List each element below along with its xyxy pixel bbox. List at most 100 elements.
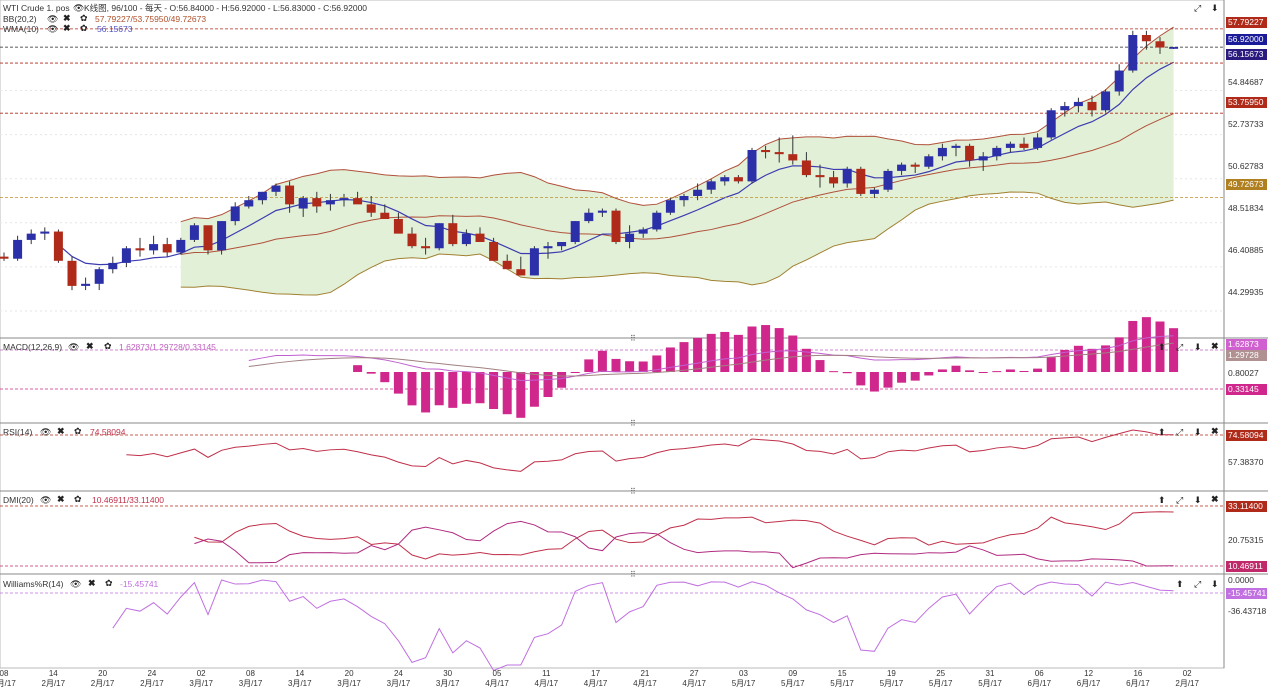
gear-icon[interactable]: ✿ — [105, 578, 113, 588]
macd-histogram-bar — [965, 370, 975, 372]
eye-icon[interactable]: 👁 — [47, 24, 59, 34]
down-arrow-icon[interactable]: ⬇ — [1211, 579, 1219, 589]
candle-body — [992, 147, 1002, 157]
expand-icon[interactable]: ⤢ — [1194, 579, 1202, 589]
up-arrow-icon[interactable]: ⬆ — [1158, 342, 1166, 352]
candle-body — [570, 221, 580, 242]
candle-body — [1169, 47, 1179, 49]
macd-histogram-bar — [380, 372, 390, 383]
x-tick-month: 3月/17 — [386, 679, 411, 688]
candle-body — [135, 248, 145, 251]
rsi-line — [126, 429, 1174, 472]
macd-histogram-bar — [1114, 337, 1124, 372]
macd-signal-tag: 1.29728 — [1226, 350, 1267, 361]
panel-drag-handle: ⠿ — [630, 487, 636, 496]
bb-upper-line — [180, 26, 1174, 223]
gear-icon[interactable]: ✿ — [80, 23, 88, 33]
x-tick-day: 15 — [837, 669, 847, 678]
up-arrow-icon[interactable]: ⬆ — [1158, 427, 1166, 437]
x-tick-day: 27 — [689, 669, 699, 678]
close-panel-icon[interactable]: ✖ — [1211, 426, 1219, 436]
candle-body — [339, 198, 349, 201]
candle-body — [924, 156, 934, 167]
eye-icon[interactable]: 👁 — [73, 3, 85, 13]
macd-histogram-bar — [1033, 368, 1043, 372]
expand-icon[interactable]: ⤢ — [1194, 3, 1202, 13]
down-arrow-icon[interactable]: ⬇ — [1211, 3, 1219, 13]
candle-body — [271, 185, 281, 192]
eye-icon[interactable]: 👁 — [47, 14, 59, 24]
macd-histogram-bar — [611, 358, 621, 372]
candle-body — [1141, 35, 1151, 42]
macd-histogram-bar — [516, 372, 526, 418]
eye-icon[interactable]: 👁 — [40, 427, 52, 437]
close-panel-icon[interactable]: ✖ — [1211, 494, 1219, 504]
up-arrow-icon[interactable]: ⬆ — [1176, 579, 1184, 589]
down-arrow-icon[interactable]: ⬇ — [1194, 342, 1202, 352]
candle-body — [380, 212, 390, 219]
candle-body — [393, 219, 403, 234]
close-icon[interactable]: ✖ — [63, 23, 71, 33]
eye-icon[interactable]: 👁 — [40, 495, 52, 505]
x-tick-day: 08 — [246, 669, 255, 678]
candle-body — [733, 177, 743, 182]
expand-icon[interactable]: ⤢ — [1176, 342, 1184, 352]
macd-histogram-bar — [774, 328, 784, 372]
macd-histogram-bar — [366, 372, 376, 374]
wma-value: 56.15673 — [97, 24, 133, 34]
close-icon[interactable]: ✖ — [57, 426, 65, 436]
kline-info: K线图, 96/100 - 每天 - O:56.84000 - H:56.920… — [84, 3, 368, 13]
eye-icon[interactable]: 👁 — [68, 342, 80, 352]
x-tick-day: 12 — [1084, 669, 1094, 678]
wma-label: WMA(10) — [3, 24, 39, 34]
x-tick-month: 4月/17 — [682, 679, 706, 688]
macd-histogram-bar — [761, 325, 771, 372]
price-tick: 46.40885 — [1228, 245, 1264, 255]
candle-body — [298, 198, 308, 209]
rsi-tag: 74.58094 — [1226, 430, 1267, 441]
x-tick-month: 3月/17 — [337, 679, 361, 688]
price-tick: 54.84687 — [1228, 77, 1264, 87]
close-icon[interactable]: ✖ — [88, 578, 96, 588]
down-arrow-icon[interactable]: ⬇ — [1194, 495, 1202, 505]
candle-body — [1087, 101, 1097, 111]
candle-body — [1155, 41, 1165, 48]
candle-body — [421, 246, 431, 249]
candle-body — [217, 221, 227, 251]
x-tick-month: 5月/17 — [879, 679, 904, 688]
down-arrow-icon[interactable]: ⬇ — [1194, 427, 1202, 437]
expand-icon[interactable]: ⤢ — [1176, 495, 1184, 505]
up-arrow-icon[interactable]: ⬆ — [1158, 495, 1166, 505]
macd-histogram-bar — [543, 372, 553, 398]
x-tick-month: 5月/17 — [830, 679, 854, 688]
candle-body — [40, 231, 50, 234]
macd-histogram-bar — [475, 372, 485, 404]
macd-histogram-bar — [1155, 321, 1165, 372]
gear-icon[interactable]: ✿ — [74, 426, 82, 436]
candle-body — [461, 233, 471, 245]
gear-icon[interactable]: ✿ — [80, 13, 88, 23]
macd-tick: 0.80027 — [1228, 368, 1259, 378]
candle-body — [1046, 110, 1056, 138]
close-icon[interactable]: ✖ — [57, 494, 65, 504]
macd-histogram-bar — [679, 342, 689, 372]
candle-body — [543, 246, 553, 249]
x-tick-month: 2月/17 — [90, 679, 115, 688]
candle-body — [1101, 91, 1111, 111]
gear-icon[interactable]: ✿ — [104, 341, 112, 351]
wr-tick: 0.0000 — [1228, 575, 1254, 585]
eye-icon[interactable]: 👁 — [70, 579, 82, 589]
candle-body — [162, 244, 172, 253]
x-tick-month: 4月/17 — [485, 679, 509, 688]
close-icon[interactable]: ✖ — [63, 13, 71, 23]
x-tick-month: 4月/17 — [633, 679, 657, 688]
candle-body — [584, 212, 594, 222]
macd-histogram-bar — [529, 372, 539, 407]
close-icon[interactable]: ✖ — [86, 341, 94, 351]
expand-icon[interactable]: ⤢ — [1176, 427, 1184, 437]
rsi-tick: 57.38370 — [1228, 457, 1264, 467]
gear-icon[interactable]: ✿ — [74, 494, 82, 504]
close-panel-icon[interactable]: ✖ — [1211, 341, 1219, 351]
